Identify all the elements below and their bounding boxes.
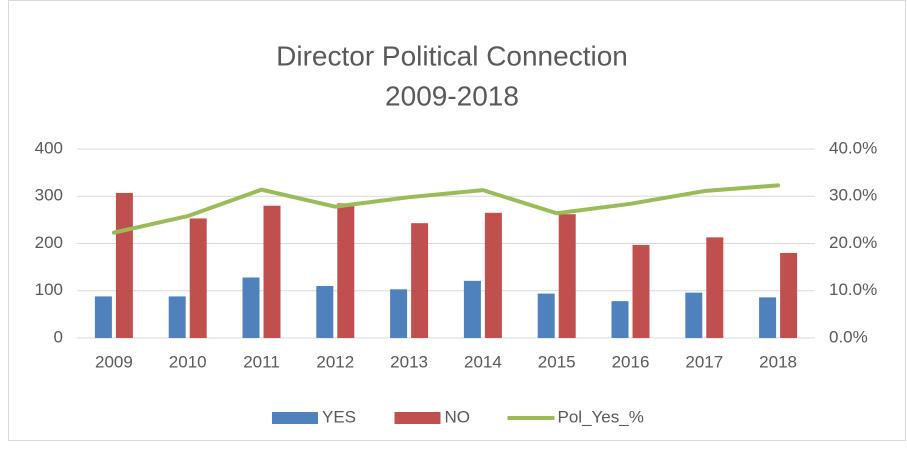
bar: [537, 293, 555, 338]
bar: [189, 218, 207, 338]
bar: [411, 223, 429, 338]
chart-border: [8, 0, 906, 441]
bar: [780, 252, 798, 338]
bar: [337, 203, 355, 338]
x-tick-label: 2016: [612, 352, 650, 371]
bar: [685, 292, 703, 338]
y-tick-label: 200: [35, 233, 63, 252]
bar: [94, 296, 112, 338]
bar: [632, 244, 650, 338]
chart-title: 2009-2018: [385, 80, 519, 111]
y2-tick-label: 40.0%: [829, 138, 877, 157]
x-tick-label: 2010: [169, 352, 207, 371]
y-tick-label: 400: [35, 138, 63, 157]
legend-label: YES: [322, 407, 356, 426]
bar: [611, 301, 629, 338]
y2-tick-label: 10.0%: [829, 280, 877, 299]
bar: [168, 296, 186, 338]
bar: [706, 237, 724, 338]
y2-tick-label: 20.0%: [829, 233, 877, 252]
x-tick-label: 2014: [464, 352, 502, 371]
y-tick-label: 100: [35, 280, 63, 299]
bar: [463, 280, 481, 338]
chart-title: Director Political Connection: [276, 40, 628, 71]
bar: [390, 289, 408, 338]
bar: [316, 286, 334, 338]
x-tick-label: 2013: [390, 352, 428, 371]
x-tick-label: 2012: [316, 352, 354, 371]
bar: [263, 205, 281, 338]
x-tick-label: 2011: [243, 352, 280, 371]
x-tick-label: 2009: [95, 352, 133, 371]
bar: [759, 297, 777, 338]
bar: [558, 214, 576, 338]
y-tick-label: 0: [54, 327, 63, 346]
y2-tick-label: 30.0%: [829, 186, 877, 205]
x-tick-label: 2015: [538, 352, 576, 371]
y-tick-label: 300: [35, 186, 63, 205]
legend-swatch: [394, 412, 441, 424]
y2-tick-label: 0.0%: [829, 327, 868, 346]
legend-label: Pol_Yes_%: [558, 407, 644, 426]
bar: [242, 277, 260, 338]
bar: [484, 212, 502, 338]
x-tick-label: 2017: [685, 352, 723, 371]
legend-swatch: [272, 412, 318, 424]
x-tick-label: 2018: [759, 352, 797, 371]
legend-label: NO: [445, 407, 471, 426]
bar: [115, 192, 133, 338]
line: [111, 183, 781, 235]
